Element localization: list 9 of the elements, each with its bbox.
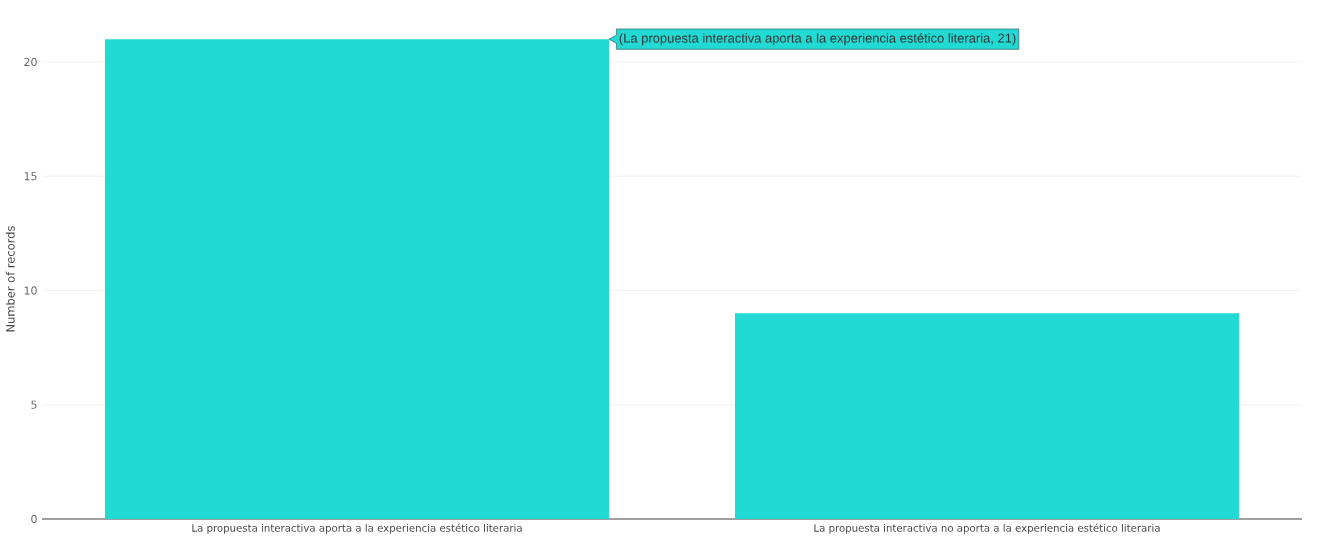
x-tick-label: La propuesta interactiva aporta a la experiencia estético literaria — [192, 523, 522, 534]
y-tick-label: 15 — [24, 172, 37, 181]
annotation: (La propuesta interactiva aporta a la experiencia estético literaria, 21) — [619, 33, 1016, 46]
x-tick-label: La propuesta interactiva no aporta a la experiencia estético literaria — [814, 523, 1160, 534]
y-tick-label: 0 — [31, 514, 37, 524]
y-tick-label: 20 — [24, 57, 37, 67]
y-tick-label: 5 — [31, 400, 37, 409]
y-tick-label: 10 — [24, 286, 37, 295]
y-axis-title: Number of records — [5, 226, 15, 332]
